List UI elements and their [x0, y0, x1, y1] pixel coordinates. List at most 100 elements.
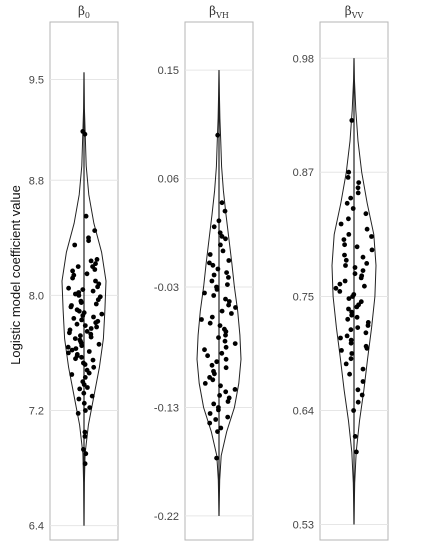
panel-title-0: β0	[78, 4, 90, 20]
data-point-2-29	[342, 278, 348, 284]
data-point-2-1	[346, 169, 352, 175]
data-point-2-8	[350, 206, 356, 211]
data-point-1-3	[216, 218, 222, 224]
data-point-0-36	[99, 311, 105, 317]
data-point-0-77	[81, 382, 87, 387]
data-point-0-90	[83, 451, 89, 457]
data-point-2-58	[348, 356, 354, 362]
data-point-0-78	[85, 385, 90, 390]
y-tick-label-1-4: 0.15	[158, 65, 179, 77]
data-point-2-61	[347, 371, 352, 377]
data-point-1-49	[212, 371, 217, 377]
data-point-0-63	[66, 350, 71, 356]
data-point-1-4	[211, 224, 217, 230]
data-point-2-63	[355, 387, 361, 393]
data-point-2-48	[348, 327, 354, 333]
data-point-1-6	[219, 234, 225, 239]
data-point-1-14	[215, 266, 221, 272]
data-point-1-39	[232, 341, 238, 346]
data-point-0-91	[82, 461, 88, 467]
data-point-0-46	[88, 326, 94, 331]
data-point-1-19	[225, 282, 230, 287]
data-point-0-3	[92, 228, 98, 234]
data-point-2-2	[345, 175, 351, 180]
data-point-0-32	[68, 304, 74, 310]
data-point-2-44	[345, 316, 351, 322]
data-point-2-57	[349, 351, 355, 356]
data-point-0-11	[75, 264, 81, 269]
data-point-0-60	[73, 346, 79, 351]
data-point-1-22	[202, 290, 207, 296]
data-point-1-62	[207, 411, 213, 416]
data-point-2-39	[354, 304, 360, 310]
data-point-1-43	[205, 353, 211, 359]
data-point-1-45	[214, 359, 220, 365]
data-point-0-8	[88, 258, 94, 264]
data-point-0-44	[82, 323, 88, 328]
data-point-0-6	[72, 242, 78, 248]
data-point-2-18	[369, 247, 375, 253]
data-point-0-79	[77, 386, 83, 392]
data-point-2-19	[342, 252, 347, 258]
data-point-2-0	[349, 118, 355, 123]
data-point-0-14	[84, 271, 90, 277]
data-point-2-40	[346, 306, 351, 312]
data-point-0-89	[81, 447, 86, 452]
y-tick-label-1-2: -0.03	[154, 282, 179, 294]
y-tick-label-2-3: 0.87	[293, 167, 314, 179]
data-point-0-75	[82, 375, 88, 380]
data-point-1-58	[225, 399, 231, 404]
data-point-0-13	[70, 268, 75, 274]
data-point-0-82	[76, 396, 82, 402]
data-point-1-27	[233, 305, 238, 310]
data-point-1-35	[223, 329, 229, 334]
data-point-2-68	[354, 449, 359, 455]
data-point-2-13	[346, 232, 352, 237]
data-point-0-66	[79, 354, 84, 360]
data-point-2-49	[363, 330, 369, 336]
y-tick-label-0-1: 7.2	[29, 406, 44, 418]
data-point-1-40	[223, 344, 229, 350]
data-point-1-13	[210, 262, 216, 268]
data-point-1-64	[213, 417, 219, 422]
data-point-1-12	[207, 260, 212, 266]
data-point-1-18	[209, 278, 215, 284]
data-point-2-47	[355, 325, 361, 330]
data-point-1-51	[210, 377, 216, 383]
data-point-1-0	[215, 132, 221, 138]
data-point-1-31	[199, 317, 204, 322]
data-point-2-16	[342, 242, 347, 248]
data-point-2-36	[346, 296, 352, 301]
data-point-0-48	[84, 329, 90, 334]
data-point-1-9	[220, 248, 226, 254]
data-point-0-38	[91, 314, 96, 320]
data-point-1-17	[226, 275, 231, 280]
data-point-2-35	[350, 294, 355, 299]
data-point-0-1	[80, 129, 86, 134]
data-point-0-62	[86, 349, 92, 354]
data-point-1-59	[211, 401, 217, 407]
data-point-2-66	[351, 408, 356, 413]
data-point-1-29	[229, 311, 234, 316]
data-point-0-71	[91, 364, 97, 370]
data-point-0-37	[80, 313, 86, 318]
data-point-0-58	[79, 343, 85, 349]
data-point-2-65	[355, 399, 361, 405]
data-point-0-2	[83, 213, 89, 219]
data-point-0-9	[93, 261, 98, 267]
data-point-1-52	[202, 381, 208, 386]
data-point-0-45	[94, 324, 99, 330]
data-point-0-88	[82, 434, 88, 439]
data-point-0-12	[92, 267, 98, 272]
data-point-0-25	[76, 293, 82, 298]
data-point-2-43	[354, 314, 360, 320]
data-point-0-43	[74, 321, 80, 327]
data-point-2-10	[346, 216, 351, 222]
data-point-1-63	[225, 414, 231, 420]
data-point-1-38	[222, 338, 228, 344]
data-point-1-47	[223, 365, 229, 371]
data-point-2-20	[360, 254, 366, 260]
data-point-2-46	[365, 323, 371, 328]
data-point-1-36	[223, 332, 228, 338]
data-point-2-3	[356, 180, 362, 186]
